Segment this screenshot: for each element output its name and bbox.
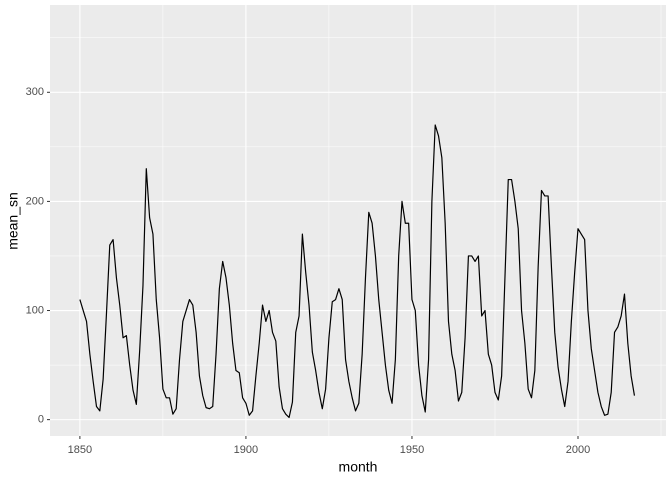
panel bbox=[50, 5, 666, 436]
x-axis-title: month bbox=[339, 459, 378, 475]
x-tick-label: 1900 bbox=[234, 444, 258, 456]
y-tick-label: 200 bbox=[26, 195, 44, 207]
line bbox=[79, 124, 636, 419]
y-tick-label: 100 bbox=[26, 304, 44, 316]
x-tick-label: 2000 bbox=[566, 444, 590, 456]
x-tick-label: 1850 bbox=[68, 444, 92, 456]
x-tick-label: 1950 bbox=[400, 444, 424, 456]
y-tick-label: 0 bbox=[38, 414, 44, 426]
y-axis-title: mean_sn bbox=[5, 192, 21, 250]
y-tick-label: 300 bbox=[26, 86, 44, 98]
